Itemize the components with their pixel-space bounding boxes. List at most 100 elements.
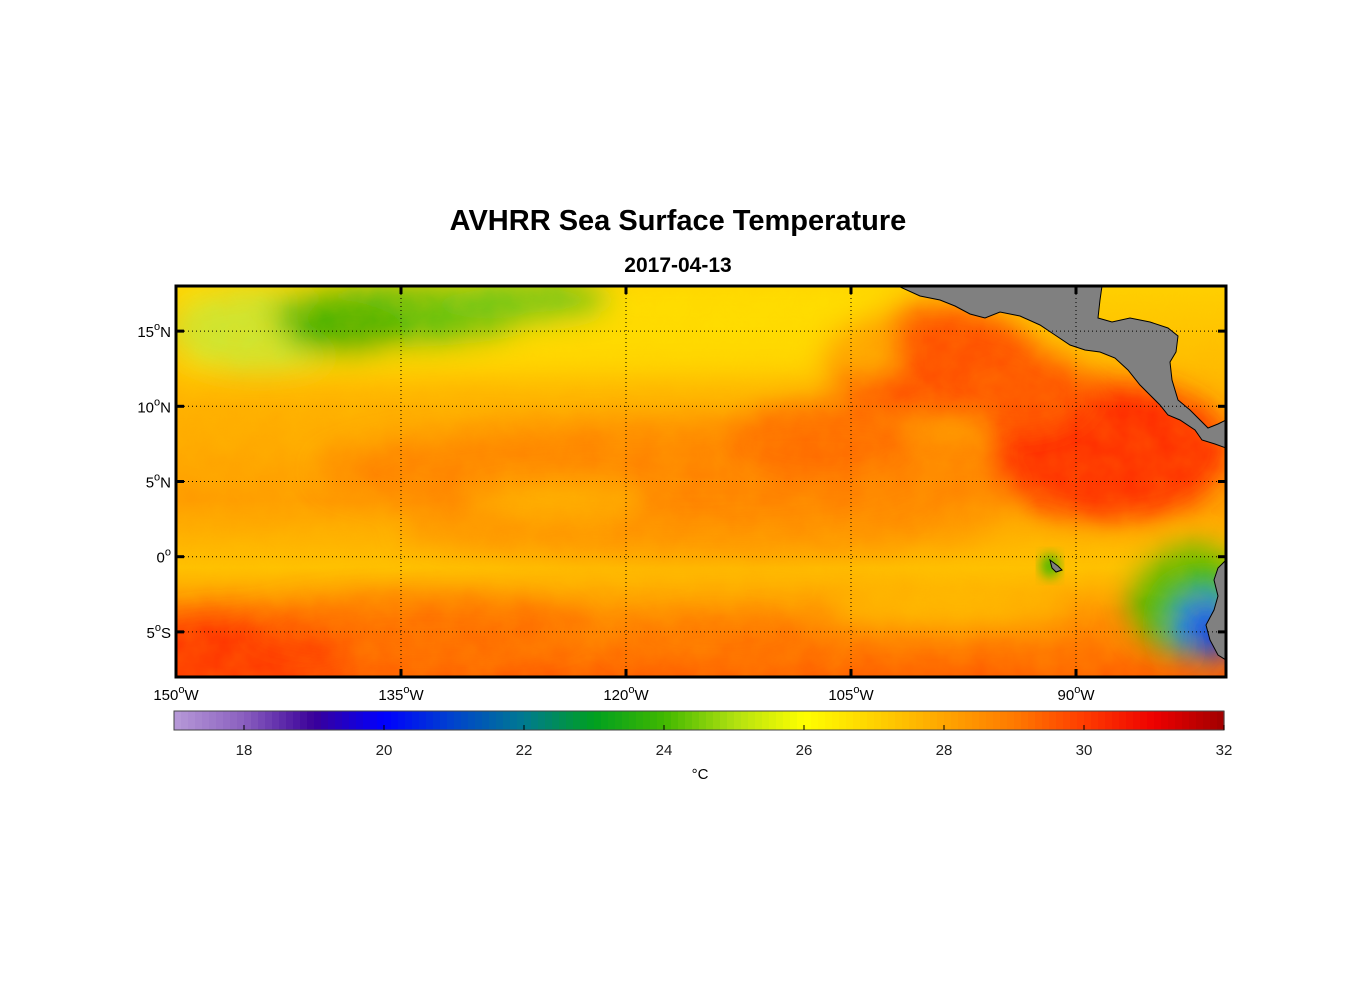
colorbar-segment [930,711,938,730]
colorbar-segment [244,711,252,730]
colorbar-segment [1098,711,1106,730]
colorbar-segment [972,711,980,730]
colorbar-segment [699,711,707,730]
colorbar-segment [1000,711,1008,730]
colorbar-segment [923,711,931,730]
colorbar-segment [566,711,574,730]
lon-label: 105oW [828,684,874,704]
colorbar-segment [258,711,266,730]
colorbar-segment [853,711,861,730]
colorbar-segment [958,711,966,730]
lon-label: 150oW [153,684,199,704]
colorbar-segment [888,711,896,730]
colorbar-segment [608,711,616,730]
colorbar-segment [1175,711,1183,730]
colorbar-segment [1049,711,1057,730]
colorbar-segment [1042,711,1050,730]
colorbar-segment [951,711,959,730]
colorbar-segment [671,711,679,730]
colorbar-segment [468,711,476,730]
colorbar-segment [1154,711,1162,730]
colorbar-segment [839,711,847,730]
galapagos-land [1049,558,1063,573]
colorbar-tick-label: 32 [1216,742,1233,759]
chart-date: 2017-04-13 [624,254,732,277]
colorbar-segment [1063,711,1071,730]
colorbar-tick-label: 28 [936,742,953,759]
colorbar-segment [580,711,588,730]
colorbar-segment [986,711,994,730]
colorbar-segment [223,711,231,730]
colorbar-segment [300,711,308,730]
colorbar-segment [1147,711,1155,730]
colorbar-segment [349,711,357,730]
colorbar-segment [1105,711,1113,730]
colorbar-segment [762,711,770,730]
colorbar-segment [1119,711,1127,730]
colorbar-segment [1077,711,1085,730]
colorbar-segment [755,711,763,730]
colorbar-segment [769,711,777,730]
colorbar-segment [650,711,658,730]
colorbar-segment [601,711,609,730]
colorbar-segment [510,711,518,730]
colorbar-segment [370,711,378,730]
lat-label: 5oS [147,622,171,642]
colorbar-segment [391,711,399,730]
colorbar-segment [419,711,427,730]
colorbar-segment [720,711,728,730]
colorbar-segment [916,711,924,730]
colorbar-segment [307,711,315,730]
colorbar-segment [517,711,525,730]
colorbar-segment [1196,711,1204,730]
colorbar-tick-label: 26 [796,742,813,759]
colorbar-segment [678,711,686,730]
lat-label: 10oN [137,396,171,416]
colorbar-segment [818,711,826,730]
colorbar-segment [447,711,455,730]
colorbar-segment [692,711,700,730]
colorbar-segment [657,711,665,730]
colorbar-segment [489,711,497,730]
colorbar-tick-label: 22 [516,742,533,759]
colorbar-segment [1203,711,1211,730]
colorbar-segment [440,711,448,730]
lon-label: 120oW [603,684,649,704]
colorbar-segment [314,711,322,730]
colorbar-segment [1007,711,1015,730]
colorbar-segment [279,711,287,730]
colorbar-tick-label: 18 [236,742,253,759]
lat-label: 15oN [137,321,171,341]
colorbar-segment [1021,711,1029,730]
colorbar-segment [629,711,637,730]
colorbar-segment [503,711,511,730]
colorbar-segment [209,711,217,730]
colorbar-segment [1133,711,1141,730]
colorbar-segment [1140,711,1148,730]
colorbar-segment [188,711,196,730]
colorbar-segment [706,711,714,730]
colorbar-segment [377,711,385,730]
colorbar-segment [559,711,567,730]
colorbar-segment [181,711,189,730]
colorbar-segment [902,711,910,730]
colorbar-segment [1210,711,1218,730]
colorbar-segment [482,711,490,730]
colorbar-segment [825,711,833,730]
colorbar-segment [265,711,273,730]
colorbar-segment [216,711,224,730]
lat-label: 5oN [146,472,171,492]
chart-title: AVHRR Sea Surface Temperature [449,205,907,237]
colorbar: 18 20 22 24 26 28 30 32 [173,710,1233,759]
colorbar-segment [790,711,798,730]
colorbar-segment [1028,711,1036,730]
colorbar-segment [342,711,350,730]
colorbar-segment [1126,711,1134,730]
colorbar-segment [615,711,623,730]
colorbar-segment [811,711,819,730]
colorbar-segment [426,711,434,730]
colorbar-segment [594,711,602,730]
colorbar-segment [356,711,364,730]
colorbar-segment [524,711,532,730]
colorbar-segment [846,711,854,730]
